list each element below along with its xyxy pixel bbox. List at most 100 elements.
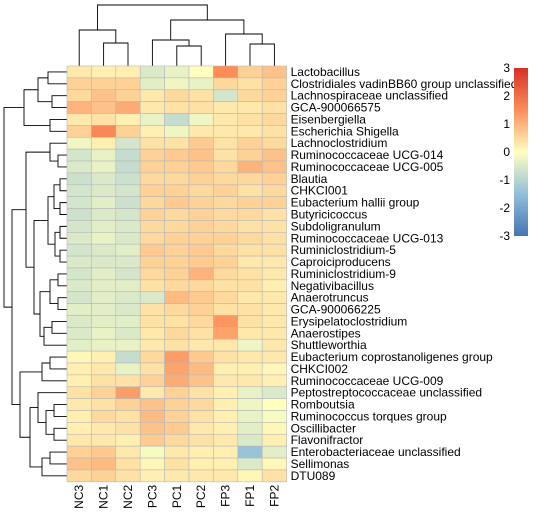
legend-tick-label: 2	[503, 89, 510, 103]
column-label: NC2	[121, 484, 135, 508]
heatmap-cell	[66, 125, 92, 138]
row-label: CHKCI002	[291, 362, 349, 376]
heatmap-cell	[164, 89, 190, 102]
heatmap-cell	[237, 196, 263, 209]
heatmap-cell	[66, 422, 92, 435]
heatmap-cell	[261, 398, 287, 411]
dendrogram-link	[54, 231, 60, 257]
heatmap-cell	[139, 148, 165, 162]
heatmap-cell	[139, 196, 165, 209]
column-label: PC3	[145, 484, 159, 508]
dendrogram-link	[41, 457, 67, 477]
heatmap-cell	[261, 220, 287, 233]
heatmap-cell	[188, 125, 214, 138]
heatmap-cell	[237, 184, 263, 197]
row-label: Ruminiclostridium-9	[291, 267, 397, 281]
heatmap-cell	[139, 433, 165, 447]
column-labels: NC3 NC1 NC2 PC3 PC1 PC2 FP3 FP1 FP2	[72, 484, 281, 508]
heatmap-cell	[66, 196, 92, 209]
heatmap-cell	[237, 398, 263, 411]
heatmap-cell	[261, 327, 287, 340]
heatmap-cell	[164, 469, 190, 483]
heatmap-cell	[115, 398, 141, 411]
heatmap-cell	[91, 338, 117, 352]
heatmap-cell	[66, 303, 92, 316]
heatmap-cell	[237, 101, 263, 114]
heatmap-cell	[91, 65, 117, 79]
heatmap-cell	[115, 208, 141, 221]
heatmap-cell	[66, 113, 92, 126]
heatmap-cell	[164, 422, 190, 435]
heatmap-cell	[115, 386, 141, 399]
heatmap-cell	[188, 315, 214, 328]
heatmap-cell	[66, 148, 92, 162]
heatmap-cell	[164, 457, 190, 471]
dendrogram-link	[49, 451, 67, 465]
heatmap-cell	[261, 136, 287, 150]
heatmap-cell	[188, 445, 214, 459]
heatmap-cell	[91, 243, 117, 257]
heatmap-cell	[91, 184, 117, 197]
dendrogram-link	[97, 4, 208, 30]
dendrogram-link	[51, 320, 67, 334]
heatmap-cell	[139, 398, 165, 411]
heatmap-cell	[115, 291, 141, 304]
heatmap-cell	[164, 184, 190, 197]
heatmap-cell	[91, 125, 117, 138]
heatmap-cell	[188, 433, 214, 447]
heatmap-cell	[188, 338, 214, 352]
heatmap-cell	[261, 148, 287, 162]
row-dendrogram	[3, 71, 67, 477]
heatmap-cell	[213, 433, 239, 447]
heatmap-cell	[91, 457, 117, 471]
heatmap-cell	[261, 291, 287, 304]
heatmap-cell	[139, 172, 165, 186]
dendrogram-link	[57, 297, 67, 310]
heatmap-cell	[164, 327, 190, 340]
heatmap-cell	[164, 255, 190, 269]
heatmap-cell	[66, 208, 92, 221]
heatmap-cell	[261, 315, 287, 328]
heatmap-cell	[139, 410, 165, 423]
heatmap-cell	[188, 65, 214, 79]
heatmap-cell	[115, 243, 141, 257]
heatmap-cell	[66, 291, 92, 304]
heatmap-cell	[66, 77, 92, 91]
heatmap-cell	[66, 267, 92, 281]
row-label: Anaerotruncus	[291, 291, 369, 305]
heatmap-cell	[164, 410, 190, 423]
heatmap-cell	[139, 89, 165, 102]
heatmap-cell	[139, 243, 165, 257]
heatmap-cell	[261, 101, 287, 114]
heatmap-cell	[188, 184, 214, 197]
heatmap-cell	[188, 101, 214, 114]
row-label: Butyricicoccus	[291, 208, 368, 222]
heatmap-cell	[237, 172, 263, 186]
heatmap-cell	[261, 184, 287, 197]
heatmap-cell	[91, 422, 117, 435]
heatmap-cell	[237, 89, 263, 102]
heatmap-cell	[91, 113, 117, 126]
heatmap-cell	[188, 220, 214, 233]
heatmap-cell	[213, 160, 239, 174]
heatmap-cell	[261, 338, 287, 352]
heatmap-cell	[164, 433, 190, 447]
column-label: FP1	[243, 484, 257, 506]
row-label: Ruminococcaceae UCG-005	[291, 160, 444, 174]
heatmap-cell	[91, 350, 117, 364]
row-label: Ruminococcus torques group	[291, 409, 447, 423]
heatmap-cell	[213, 148, 239, 162]
heatmap-cell	[66, 350, 92, 364]
heatmap-cell	[261, 125, 287, 138]
heatmap-cell	[237, 160, 263, 174]
heatmap-cell	[164, 374, 190, 388]
heatmap-cell	[66, 279, 92, 293]
heatmap-cell	[213, 220, 239, 233]
dendrogram-link	[33, 219, 48, 315]
heatmap-cell	[164, 398, 190, 411]
heatmap-cell	[188, 350, 214, 364]
heatmap-cell	[188, 410, 214, 423]
heatmap-cell	[213, 184, 239, 197]
